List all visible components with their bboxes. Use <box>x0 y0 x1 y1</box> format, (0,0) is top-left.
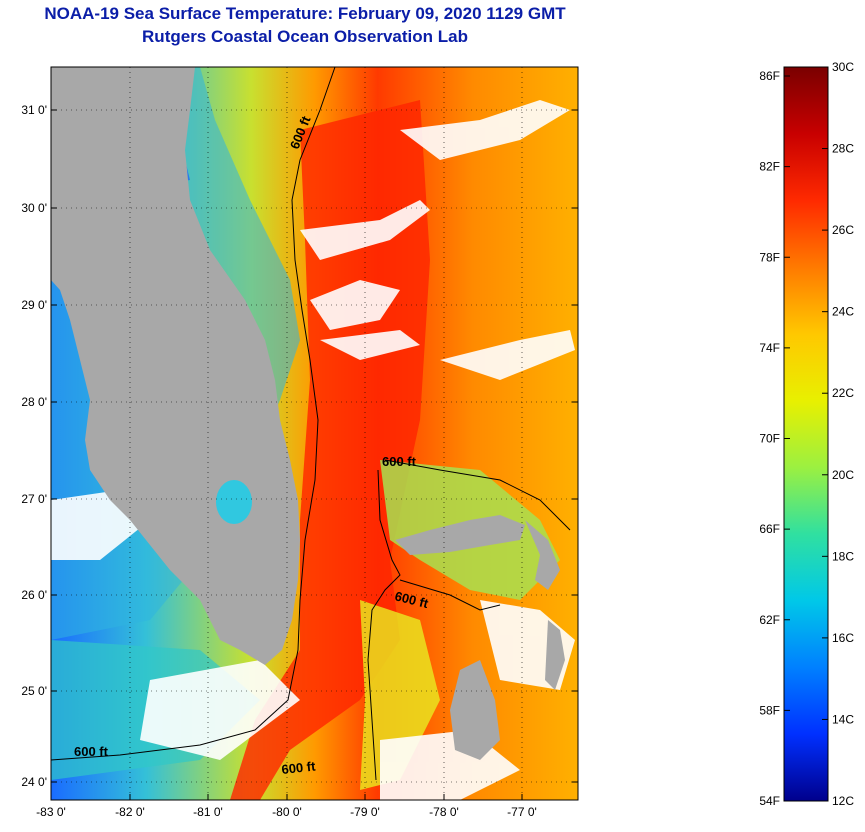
lon-tick-label: -80 0' <box>272 805 302 819</box>
colorbar-label-c: 26C <box>832 223 854 237</box>
lat-tick-label: 29 0' <box>21 298 47 312</box>
map-frame <box>50 66 579 801</box>
lon-tick-label: -83 0' <box>36 805 66 819</box>
lon-tick-label: -79 0' <box>350 805 380 819</box>
lat-tick-label: 31 0' <box>21 103 47 117</box>
colorbar <box>783 66 829 802</box>
colorbar-label-c: 28C <box>832 142 854 156</box>
colorbar-label-c: 18C <box>832 549 854 563</box>
colorbar-label-c: 14C <box>832 712 854 726</box>
colorbar-label-f: 86F <box>759 69 780 83</box>
map-subtitle: Rutgers Coastal Ocean Observation Lab <box>142 27 468 46</box>
lon-tick-label: -77 0' <box>507 805 537 819</box>
colorbar-label-f: 82F <box>759 160 780 174</box>
colorbar-label-f: 70F <box>759 432 780 446</box>
lat-tick-label: 24 0' <box>21 775 47 789</box>
colorbar-label-c: 30C <box>832 60 854 74</box>
isobath-label: 600 ft <box>382 454 417 469</box>
colorbar-label-c: 12C <box>832 794 854 808</box>
isobath-label: 600 ft <box>281 758 317 777</box>
isobath-600ft <box>51 67 571 781</box>
colorbar-label-c: 16C <box>832 631 854 645</box>
lat-tick-label: 28 0' <box>21 395 47 409</box>
map-title: NOAA-19 Sea Surface Temperature: Februar… <box>44 4 566 23</box>
lat-tick-label: 30 0' <box>21 201 47 215</box>
sst-image[interactable] <box>51 67 578 800</box>
lon-tick-label: -78 0' <box>429 805 459 819</box>
colorbar-label-f: 74F <box>759 341 780 355</box>
colorbar-label-f: 54F <box>759 794 780 808</box>
lat-tick-label: 27 0' <box>21 492 47 506</box>
colorbar-label-f: 78F <box>759 250 780 264</box>
land-eleuthera <box>545 620 565 690</box>
isobath-label: 600 ft <box>74 744 109 759</box>
lat-tick-label: 25 0' <box>21 684 47 698</box>
colorbar-label-f: 66F <box>759 522 780 536</box>
lon-tick-label: -82 0' <box>115 805 145 819</box>
colorbar-label-f: 62F <box>759 613 780 627</box>
lake-okeechobee <box>216 480 252 524</box>
colorbar-label-f: 58F <box>759 703 780 717</box>
land-andros <box>450 660 500 760</box>
lat-tick-label: 26 0' <box>21 588 47 602</box>
colorbar-label-c: 22C <box>832 386 854 400</box>
land-abaco <box>525 520 560 590</box>
lon-tick-label: -81 0' <box>193 805 223 819</box>
colorbar-label-c: 24C <box>832 305 854 319</box>
colorbar-label-c: 20C <box>832 468 854 482</box>
land-grand-bahama <box>395 515 525 555</box>
